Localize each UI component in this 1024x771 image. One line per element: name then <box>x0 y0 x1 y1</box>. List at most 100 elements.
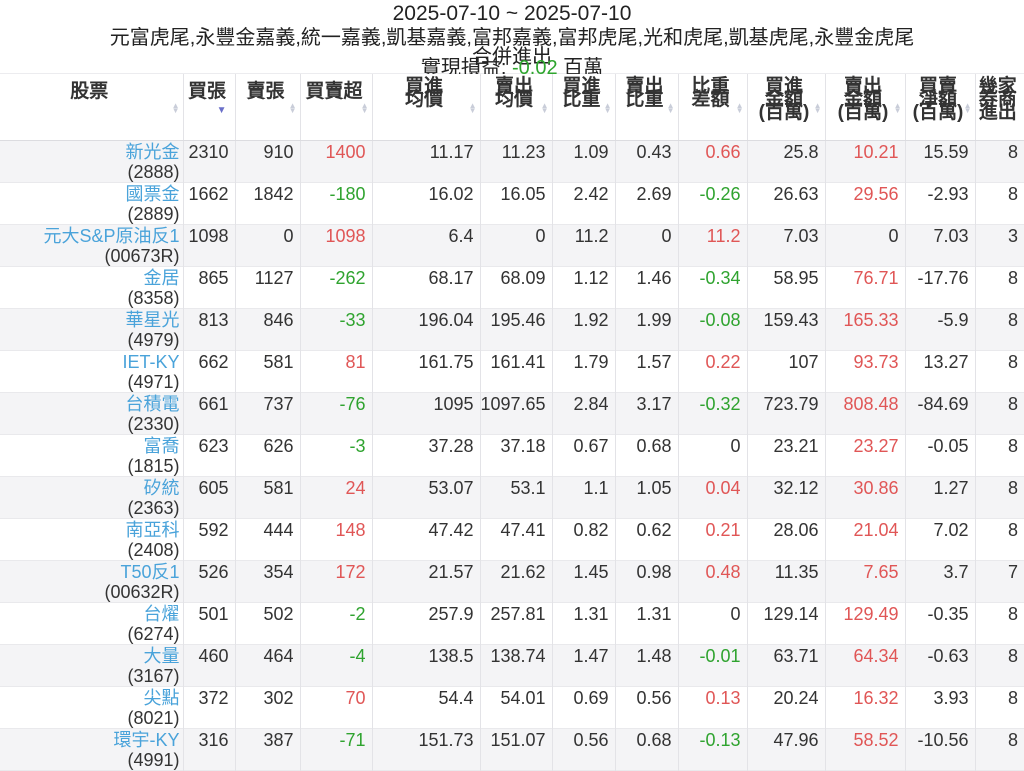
cell-sell-amount: 64.34 <box>824 644 905 687</box>
header-label-net-amount: 買賣 淨額 (百萬) <box>912 76 964 123</box>
stock-cell: 尖點 (8021) <box>0 687 183 729</box>
cell-sell-amount: 21.04 <box>824 518 905 561</box>
cell-buy-lots: 1662 <box>182 182 235 225</box>
cell-sell-amount: 10.21 <box>824 140 905 183</box>
cell-avg-buy-price: 161.75 <box>371 350 480 393</box>
table-row: 矽統 (2363) 605 581 24 53.07 53.1 1.1 1.05 0.04 32.1… <box>0 476 1024 519</box>
cell-sell-amount: 808.48 <box>824 392 905 435</box>
header-avg-sell-price[interactable]: 賣出 均價 ▲ ▼ <box>479 73 552 141</box>
header-weight-diff[interactable]: 比重 差額 ▲ ▼ <box>677 73 747 141</box>
header-label-avg-buy-price: 買進 均價 <box>404 76 443 110</box>
cell-net-amount: -10.56 <box>904 728 975 771</box>
header-sell-lots[interactable]: 賣張 ▲ ▼ <box>234 73 300 141</box>
header-sell-weight[interactable]: 賣出 比重 ▲ ▼ <box>614 73 678 141</box>
header-buy-lots[interactable]: 買張 ▼ <box>182 73 235 141</box>
header-stock[interactable]: 股票 ▲ ▼ <box>0 73 183 141</box>
cell-weight-diff: -0.26 <box>677 182 747 225</box>
stock-name-link[interactable]: 矽統 <box>143 478 180 498</box>
sort-icon: ▲ ▼ <box>813 101 822 115</box>
stock-name-link[interactable]: 大量 <box>143 646 180 666</box>
stock-code: (4991) <box>127 750 180 770</box>
cell-buy-lots: 865 <box>182 266 235 309</box>
header-buy-amount[interactable]: 買進 金額 (百萬) ▲ ▼ <box>746 73 825 141</box>
stock-name-link[interactable]: 金居 <box>143 268 180 288</box>
header-buy-weight[interactable]: 買進 比重 ▲ ▼ <box>551 73 615 141</box>
cell-sell-weight: 0.43 <box>614 140 678 183</box>
stock-name-link[interactable]: 新光金 <box>125 142 180 162</box>
cell-weight-diff: 0.48 <box>677 560 747 603</box>
broker-list: 元富虎尾,永豐金嘉義,統一嘉義,凱基嘉義,富邦嘉義,富邦虎尾,光和虎尾,凱基虎尾… <box>109 27 915 49</box>
cell-broker-count: 8 <box>974 266 1024 309</box>
stock-name-link[interactable]: 華星光 <box>125 310 180 330</box>
cell-avg-buy-price: 196.04 <box>371 308 480 351</box>
stock-name-link[interactable]: T50反1 <box>120 562 180 582</box>
cell-avg-buy-price: 21.57 <box>371 560 480 603</box>
stock-name-link[interactable]: 富喬 <box>143 436 180 456</box>
header-avg-buy-price[interactable]: 買進 均價 ▲ ▼ <box>371 73 480 141</box>
cell-buy-weight: 0.69 <box>551 686 615 729</box>
cell-broker-count: 8 <box>974 644 1024 687</box>
stock-code: (4971) <box>127 372 180 392</box>
cell-sell-lots: 1842 <box>234 182 300 225</box>
cell-buy-amount: 20.24 <box>746 686 825 729</box>
cell-buy-weight: 1.79 <box>551 350 615 393</box>
header-sell-amount[interactable]: 賣出 金額 (百萬) ▲ ▼ <box>824 73 905 141</box>
cell-net-lots: 81 <box>299 350 372 393</box>
header-label-net-lots: 買賣超 <box>305 81 363 102</box>
cell-avg-sell-price: 54.01 <box>479 686 552 729</box>
cell-weight-diff: -0.01 <box>677 644 747 687</box>
cell-buy-amount: 32.12 <box>746 476 825 519</box>
cell-weight-diff: 0.13 <box>677 686 747 729</box>
stock-name-link[interactable]: 國票金 <box>125 184 180 204</box>
table-row: 尖點 (8021) 372 302 70 54.4 54.01 0.69 0.56 0.13 20.… <box>0 686 1024 729</box>
cell-net-amount: 7.03 <box>904 224 975 267</box>
cell-sell-amount: 29.56 <box>824 182 905 225</box>
stock-code: (1815) <box>127 456 180 476</box>
cell-buy-amount: 26.63 <box>746 182 825 225</box>
cell-sell-weight: 0.68 <box>614 434 678 477</box>
stock-cell: 華星光 (4979) <box>0 309 183 351</box>
stock-name-link[interactable]: 環宇-KY <box>113 730 180 750</box>
header-label-buy-weight: 買進 比重 <box>562 76 601 110</box>
sort-desc-active-icon: ▼ <box>216 105 227 116</box>
cell-buy-lots: 372 <box>182 686 235 729</box>
stock-name-link[interactable]: 元大S&P原油反1 <box>43 226 180 246</box>
header-label-stock: 股票 <box>70 81 109 102</box>
sort-icon: ▲ ▼ <box>171 101 180 115</box>
cell-sell-weight: 0.62 <box>614 518 678 561</box>
stock-name-link[interactable]: 台積電 <box>125 394 180 414</box>
cell-buy-amount: 723.79 <box>746 392 825 435</box>
cell-net-lots: 24 <box>299 476 372 519</box>
stock-name-link[interactable]: 南亞科 <box>125 520 180 540</box>
stock-cell: 台燿 (6274) <box>0 603 183 645</box>
header-label-sell-lots: 賣張 <box>246 81 285 102</box>
report-title-block: 2025-07-10 ~ 2025-07-10 元富虎尾,永豐金嘉義,統一嘉義,… <box>0 0 1024 79</box>
stock-name-link[interactable]: 尖點 <box>143 688 180 708</box>
header-net-amount[interactable]: 買賣 淨額 (百萬) ▲ ▼ <box>904 73 975 141</box>
stock-cell: 新光金 (2888) <box>0 141 183 183</box>
cell-broker-count: 8 <box>974 350 1024 393</box>
cell-net-lots: -3 <box>299 434 372 477</box>
cell-net-amount: 13.27 <box>904 350 975 393</box>
stock-name-link[interactable]: IET-KY <box>122 352 180 372</box>
cell-sell-amount: 165.33 <box>824 308 905 351</box>
table-row: 台積電 (2330) 661 737 -76 1095 1097.65 2.84 3.17 -0.… <box>0 392 1024 435</box>
cell-net-amount: 3.7 <box>904 560 975 603</box>
header-net-lots[interactable]: 買賣超 ▲ ▼ <box>299 73 372 141</box>
cell-avg-sell-price: 257.81 <box>479 602 552 645</box>
cell-buy-weight: 0.67 <box>551 434 615 477</box>
cell-net-lots: -180 <box>299 182 372 225</box>
stock-name-link[interactable]: 台燿 <box>143 604 180 624</box>
cell-sell-amount: 58.52 <box>824 728 905 771</box>
stock-cell: 台積電 (2330) <box>0 393 183 435</box>
cell-weight-diff: -0.13 <box>677 728 747 771</box>
cell-broker-count: 8 <box>974 140 1024 183</box>
cell-buy-amount: 47.96 <box>746 728 825 771</box>
cell-net-amount: 7.02 <box>904 518 975 561</box>
broker-trading-table: 股票 ▲ ▼ 買張 ▼ 賣張 ▲ ▼ 買賣超 ▲ ▼ 買進 均價 ▲ ▼ 賣出 均價 ▲ ▼ 買進 比重 ▲ ▼ 賣出 比重 ▲ ▼… <box>0 73 1024 771</box>
cell-broker-count: 3 <box>974 224 1024 267</box>
cell-broker-count: 8 <box>974 602 1024 645</box>
cell-sell-weight: 2.69 <box>614 182 678 225</box>
cell-broker-count: 7 <box>974 560 1024 603</box>
cell-sell-amount: 23.27 <box>824 434 905 477</box>
